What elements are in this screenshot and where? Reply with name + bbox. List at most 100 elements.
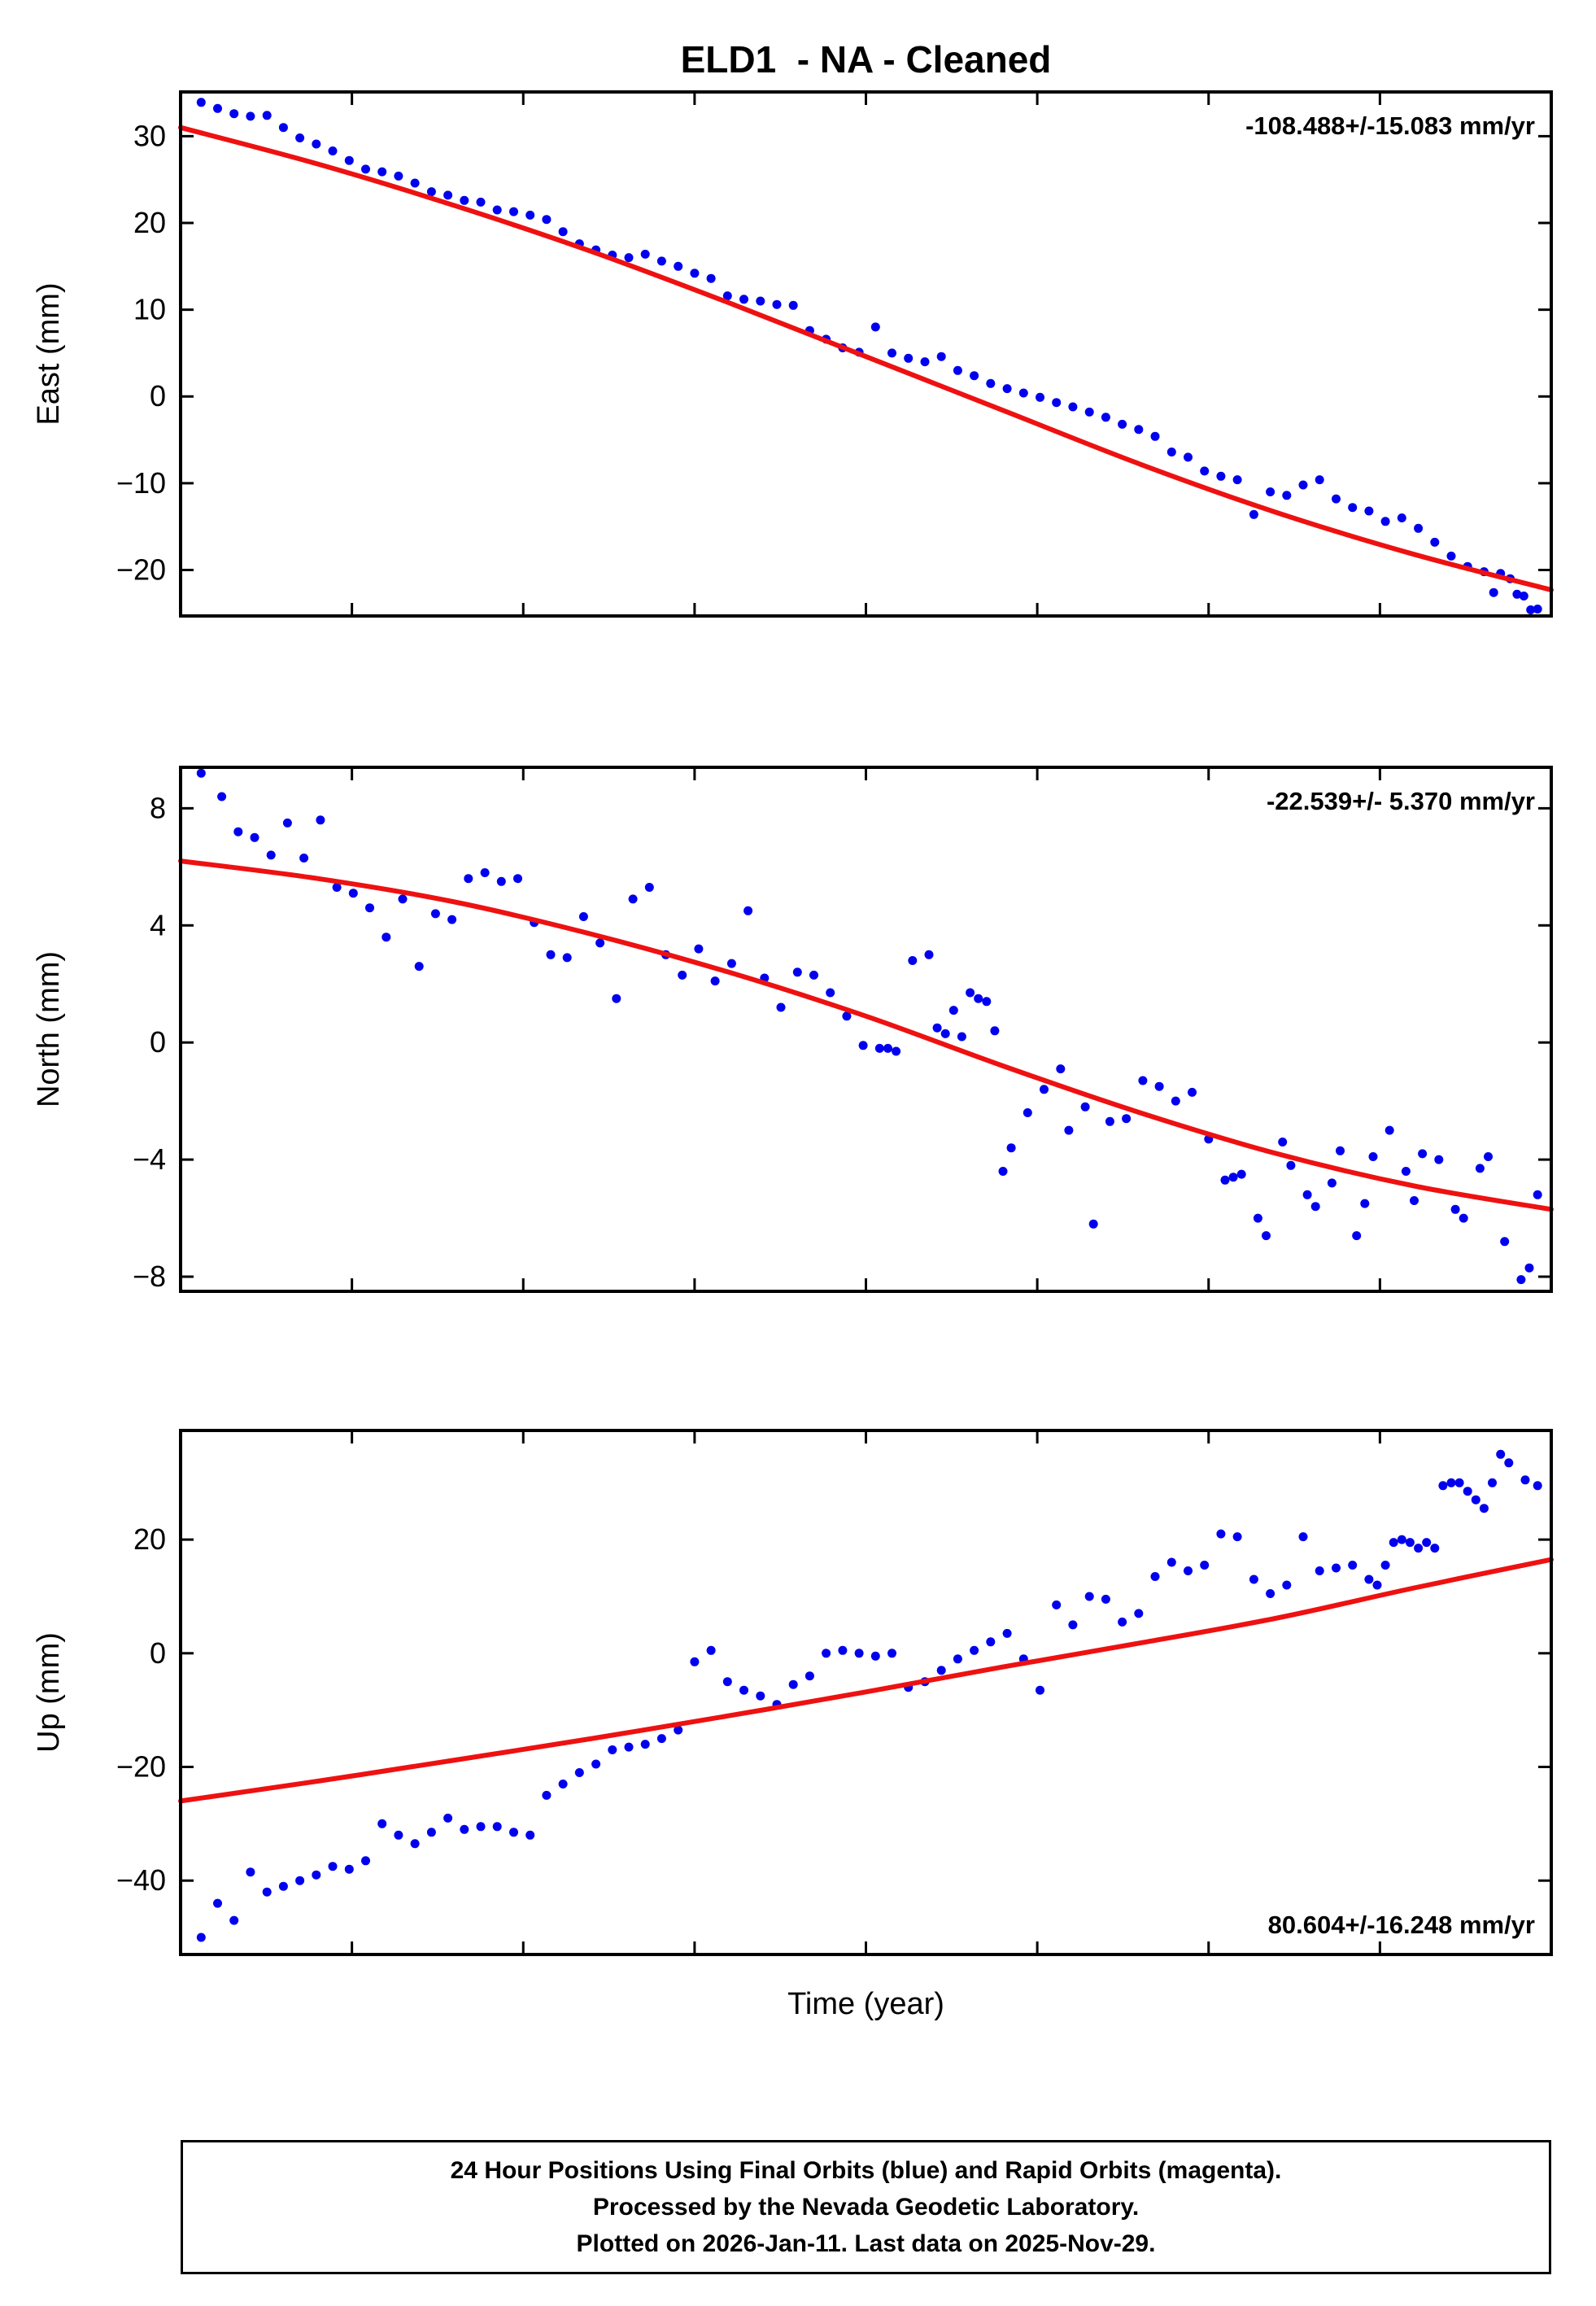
y-tick-label: 30 xyxy=(133,119,166,152)
data-point xyxy=(1315,475,1324,485)
data-point xyxy=(1434,1155,1444,1164)
data-point xyxy=(492,205,502,215)
data-point xyxy=(410,1839,420,1849)
data-point xyxy=(348,889,358,898)
data-point xyxy=(266,850,276,860)
data-point xyxy=(1397,1535,1406,1544)
data-point xyxy=(1134,425,1144,435)
data-point xyxy=(328,146,338,155)
data-point xyxy=(788,1679,798,1689)
data-point xyxy=(1310,1202,1320,1212)
data-point xyxy=(756,1691,765,1701)
data-point xyxy=(377,1819,387,1828)
data-point xyxy=(595,938,605,948)
data-point xyxy=(1052,398,1062,408)
data-point xyxy=(1389,1538,1398,1548)
data-point xyxy=(608,1745,617,1754)
data-point xyxy=(1084,407,1094,417)
data-point xyxy=(398,894,408,904)
data-point xyxy=(1368,1152,1378,1161)
data-point xyxy=(443,190,453,200)
data-point xyxy=(1278,1138,1288,1146)
data-point xyxy=(1101,413,1110,422)
data-point xyxy=(1154,1081,1164,1091)
data-point xyxy=(525,210,535,220)
data-point xyxy=(1414,523,1424,533)
y-tick-label: 10 xyxy=(133,293,166,326)
y-tick-label: −4 xyxy=(133,1142,166,1176)
data-point xyxy=(674,1725,683,1735)
data-point xyxy=(1036,1685,1044,1695)
data-point xyxy=(1200,466,1210,476)
data-point xyxy=(874,1043,884,1053)
data-point xyxy=(838,1645,848,1655)
data-point xyxy=(1052,1600,1062,1609)
y-tick-label: 0 xyxy=(150,379,166,413)
data-point xyxy=(328,1862,338,1871)
data-point xyxy=(842,1011,852,1021)
data-point xyxy=(858,1041,868,1050)
data-point xyxy=(788,300,798,310)
data-point xyxy=(1068,1620,1078,1630)
data-point xyxy=(1282,491,1292,500)
data-point xyxy=(953,365,962,375)
figure-title: ELD1 - NA - Cleaned xyxy=(680,38,1052,81)
data-point xyxy=(822,1649,831,1658)
data-point xyxy=(706,273,716,283)
caption-box: 24 Hour Positions Using Final Orbits (bl… xyxy=(181,2140,1551,2274)
trend-line xyxy=(178,1557,1554,1804)
data-point xyxy=(870,1651,880,1661)
data-point xyxy=(1519,592,1528,601)
data-point xyxy=(970,371,979,381)
data-point xyxy=(982,997,992,1007)
data-point xyxy=(1496,1449,1506,1459)
data-point xyxy=(1056,1064,1066,1074)
data-point xyxy=(426,1828,436,1837)
data-point xyxy=(1504,1458,1514,1468)
y-tick-label: −10 xyxy=(116,466,166,500)
data-point xyxy=(1023,1108,1032,1117)
data-point xyxy=(1446,551,1456,561)
panel-frame xyxy=(179,766,1553,1293)
y-tick-label: −40 xyxy=(116,1863,166,1897)
data-point xyxy=(1533,1481,1542,1491)
trend-line xyxy=(178,858,1554,1212)
y-tick-label: 8 xyxy=(150,791,166,824)
data-point xyxy=(1418,1149,1428,1159)
data-point xyxy=(1166,448,1176,456)
data-point xyxy=(694,944,704,954)
data-point xyxy=(1332,1563,1341,1573)
data-point xyxy=(870,322,880,332)
data-point xyxy=(574,1768,584,1777)
data-point xyxy=(196,1933,206,1942)
data-point xyxy=(953,1654,962,1664)
data-point xyxy=(883,1043,892,1053)
data-point xyxy=(743,906,753,915)
data-point xyxy=(986,378,996,388)
data-point xyxy=(1101,1594,1110,1604)
data-point xyxy=(246,111,255,121)
data-point xyxy=(1188,1087,1197,1097)
data-point xyxy=(932,1023,942,1033)
data-point xyxy=(558,1780,568,1788)
data-point xyxy=(464,874,473,884)
data-point xyxy=(1134,1609,1144,1618)
data-point xyxy=(213,103,222,113)
data-point xyxy=(1489,587,1498,597)
data-point xyxy=(394,1830,403,1840)
data-point xyxy=(776,1002,786,1012)
data-point xyxy=(1040,1085,1049,1094)
data-point xyxy=(990,1026,1000,1036)
data-point xyxy=(525,1830,535,1840)
rate-annotation-north: -22.539+/- 5.370 mm/yr xyxy=(1267,787,1535,815)
data-point xyxy=(496,876,506,886)
data-point xyxy=(1232,475,1242,485)
data-point xyxy=(1105,1116,1114,1126)
data-point xyxy=(1364,1574,1374,1584)
panel-east: 30 20 10 0 −10 −20 East (mm) -108.488+/-15.083 … xyxy=(32,90,1554,618)
data-point xyxy=(1336,1146,1345,1155)
x-axis-label: Time (year) xyxy=(787,1987,944,2021)
data-point xyxy=(792,967,802,977)
data-point xyxy=(1068,402,1078,412)
data-point xyxy=(1266,1589,1275,1598)
